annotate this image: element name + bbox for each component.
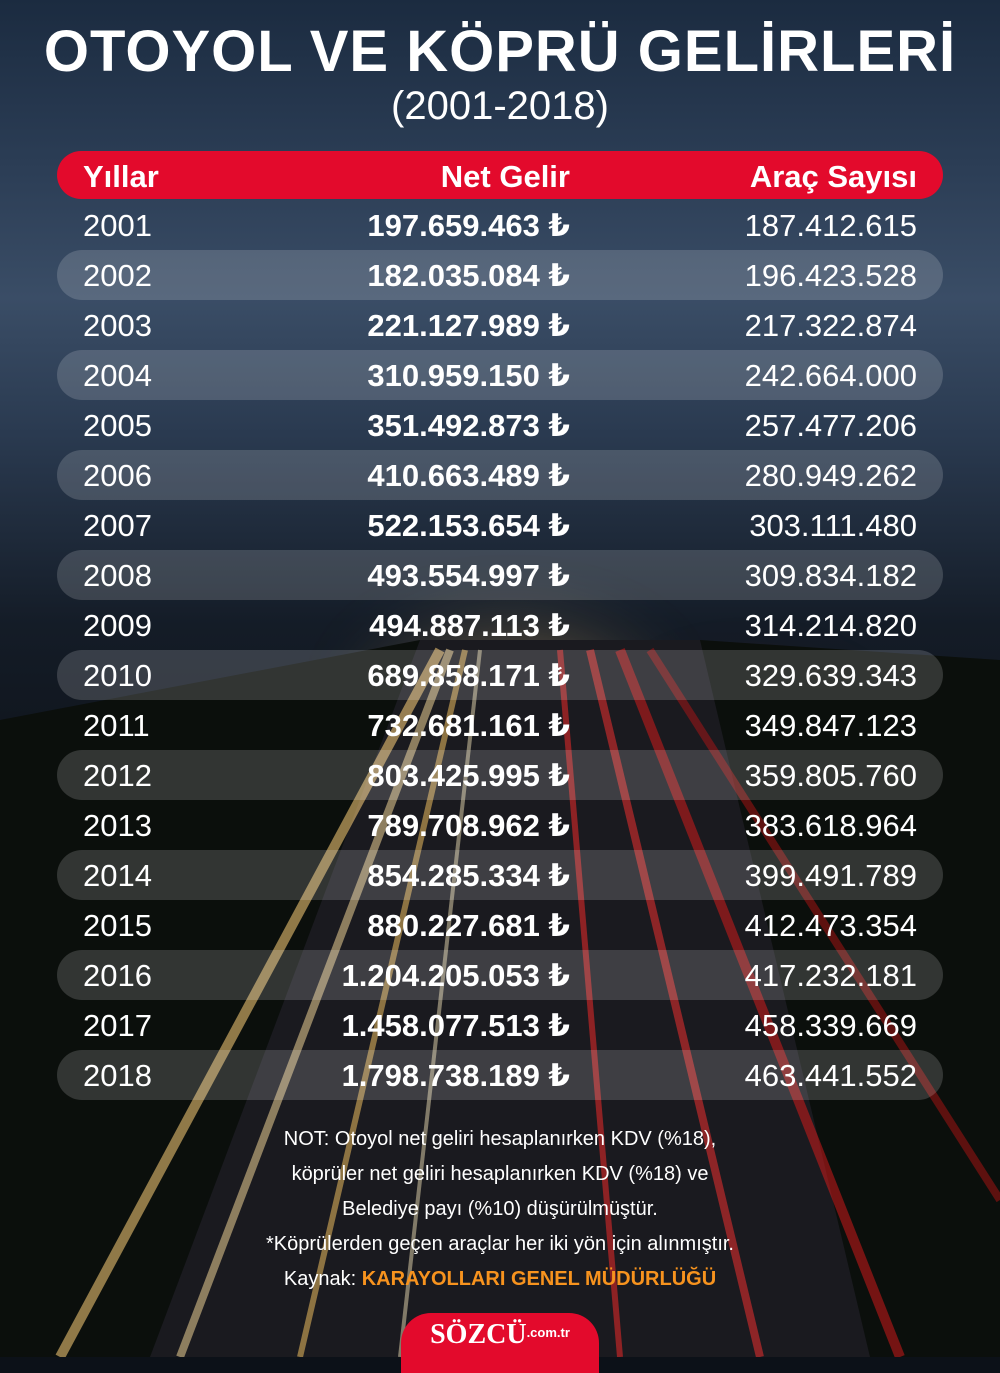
table-row: 2009 494.887.113 ₺ 314.214.820 <box>57 600 943 650</box>
cell-year: 2004 <box>83 358 152 393</box>
cell-net-revenue: 221.127.989 ₺ <box>367 308 570 343</box>
table-row: 2008 493.554.997 ₺ 309.834.182 <box>57 550 943 600</box>
table-row: 2011 732.681.161 ₺ 349.847.123 <box>57 700 943 750</box>
cell-net-revenue: 732.681.161 ₺ <box>367 708 570 743</box>
note-line-4: *Köprülerden geçen araçlar her iki yön i… <box>265 1233 734 1255</box>
note-line-1: NOT: Otoyol net geliri hesaplanırken KDV… <box>283 1128 717 1150</box>
source-label: Kaynak: <box>283 1268 357 1290</box>
cell-net-revenue: 689.858.171 ₺ <box>367 658 570 693</box>
cell-vehicle-count: 329.639.343 <box>744 658 917 693</box>
cell-vehicle-count: 314.214.820 <box>744 608 917 643</box>
column-header-net-revenue: Net Gelir <box>440 159 570 194</box>
table-row: 2014 854.285.334 ₺ 399.491.789 <box>57 850 943 900</box>
cell-year: 2006 <box>83 458 152 493</box>
cell-year: 2017 <box>83 1008 152 1043</box>
source-name: KARAYOLLARI GENEL MÜDÜRLÜĞÜ <box>361 1268 717 1290</box>
page-title: OTOYOL VE KÖPRÜ GELİRLERİ <box>43 19 957 84</box>
cell-year: 2007 <box>83 508 152 543</box>
sozcu-logo: SÖZCÜ.com.tr <box>401 1313 599 1373</box>
cell-year: 2013 <box>83 808 152 843</box>
cell-net-revenue: 522.153.654 ₺ <box>367 508 570 543</box>
cell-vehicle-count: 242.664.000 <box>744 358 917 393</box>
cell-vehicle-count: 359.805.760 <box>744 758 917 793</box>
cell-net-revenue: 1.798.738.189 ₺ <box>341 1058 570 1093</box>
cell-vehicle-count: 412.473.354 <box>744 908 917 943</box>
logo-domain: .com.tr <box>526 1325 570 1340</box>
cell-vehicle-count: 463.441.552 <box>744 1058 917 1093</box>
cell-year: 2016 <box>83 958 152 993</box>
cell-vehicle-count: 280.949.262 <box>744 458 917 493</box>
cell-net-revenue: 803.425.995 ₺ <box>367 758 570 793</box>
cell-net-revenue: 351.492.873 ₺ <box>367 408 570 443</box>
cell-vehicle-count: 399.491.789 <box>744 858 917 893</box>
cell-net-revenue: 493.554.997 ₺ <box>367 558 570 593</box>
table-row: 2007 522.153.654 ₺ 303.111.480 <box>57 500 943 550</box>
cell-year: 2014 <box>83 858 152 893</box>
logo-wordmark: SÖZCÜ <box>430 1319 527 1350</box>
cell-net-revenue: 197.659.463 ₺ <box>367 208 570 243</box>
cell-net-revenue: 410.663.489 ₺ <box>367 458 570 493</box>
table-body: 2001 197.659.463 ₺ 187.412.615 2002 182.035.… <box>57 200 943 1100</box>
cell-vehicle-count: 217.322.874 <box>744 308 917 343</box>
cell-net-revenue: 182.035.084 ₺ <box>367 258 570 293</box>
cell-year: 2018 <box>83 1058 152 1093</box>
cell-year: 2001 <box>83 208 152 243</box>
table-row: 2006 410.663.489 ₺ 280.949.262 <box>57 450 943 500</box>
cell-net-revenue: 854.285.334 ₺ <box>367 858 570 893</box>
cell-net-revenue: 880.227.681 ₺ <box>367 908 570 943</box>
cell-vehicle-count: 458.339.669 <box>744 1008 917 1043</box>
table-header: Yıllar Net Gelir Araç Sayısı <box>57 151 943 199</box>
table-row: 2012 803.425.995 ₺ 359.805.760 <box>57 750 943 800</box>
table-row: 2005 351.492.873 ₺ 257.477.206 <box>57 400 943 450</box>
cell-vehicle-count: 417.232.181 <box>744 958 917 993</box>
cell-vehicle-count: 196.423.528 <box>744 258 917 293</box>
cell-vehicle-count: 309.834.182 <box>744 558 917 593</box>
cell-net-revenue: 789.708.962 ₺ <box>367 808 570 843</box>
table-row: 2013 789.708.962 ₺ 383.618.964 <box>57 800 943 850</box>
cell-year: 2012 <box>83 758 152 793</box>
table-row: 2018 1.798.738.189 ₺ 463.441.552 <box>57 1050 943 1100</box>
cell-vehicle-count: 383.618.964 <box>744 808 917 843</box>
column-header-years: Yıllar <box>83 159 159 194</box>
table-row: 2017 1.458.077.513 ₺ 458.339.669 <box>57 1000 943 1050</box>
table-row: 2010 689.858.171 ₺ 329.639.343 <box>57 650 943 700</box>
table-row: 2015 880.227.681 ₺ 412.473.354 <box>57 900 943 950</box>
cell-vehicle-count: 187.412.615 <box>744 208 917 243</box>
cell-year: 2003 <box>83 308 152 343</box>
cell-net-revenue: 1.458.077.513 ₺ <box>341 1008 570 1043</box>
cell-year: 2008 <box>83 558 152 593</box>
source-line: Kaynak: KARAYOLLARI GENEL MÜDÜRLÜĞÜ <box>0 1262 1000 1297</box>
note-line-2: köprüler net geliri hesaplanırken KDV (%… <box>291 1163 709 1185</box>
column-header-vehicle-count: Araç Sayısı <box>749 159 917 194</box>
cell-year: 2015 <box>83 908 152 943</box>
table-row: 2001 197.659.463 ₺ 187.412.615 <box>57 200 943 250</box>
cell-vehicle-count: 349.847.123 <box>744 708 917 743</box>
cell-net-revenue: 494.887.113 ₺ <box>369 608 570 643</box>
table-row: 2004 310.959.150 ₺ 242.664.000 <box>57 350 943 400</box>
cell-year: 2005 <box>83 408 152 443</box>
highway-light-trails <box>0 640 1000 1357</box>
cell-net-revenue: 1.204.205.053 ₺ <box>341 958 570 993</box>
cell-year: 2009 <box>83 608 152 643</box>
note-line-3: Belediye payı (%10) düşürülmüştür. <box>342 1198 658 1220</box>
cell-year: 2011 <box>83 708 150 743</box>
cell-net-revenue: 310.959.150 ₺ <box>367 358 570 393</box>
cell-vehicle-count: 257.477.206 <box>744 408 917 443</box>
footnotes: NOT: Otoyol net geliri hesaplanırken KDV… <box>0 1122 1000 1297</box>
table-row: 2003 221.127.989 ₺ 217.322.874 <box>57 300 943 350</box>
cell-year: 2002 <box>83 258 152 293</box>
table-row: 2002 182.035.084 ₺ 196.423.528 <box>57 250 943 300</box>
cell-vehicle-count: 303.111.480 <box>749 508 917 543</box>
table-row: 2016 1.204.205.053 ₺ 417.232.181 <box>57 950 943 1000</box>
page-subtitle: (2001-2018) <box>391 84 609 128</box>
cell-year: 2010 <box>83 658 152 693</box>
